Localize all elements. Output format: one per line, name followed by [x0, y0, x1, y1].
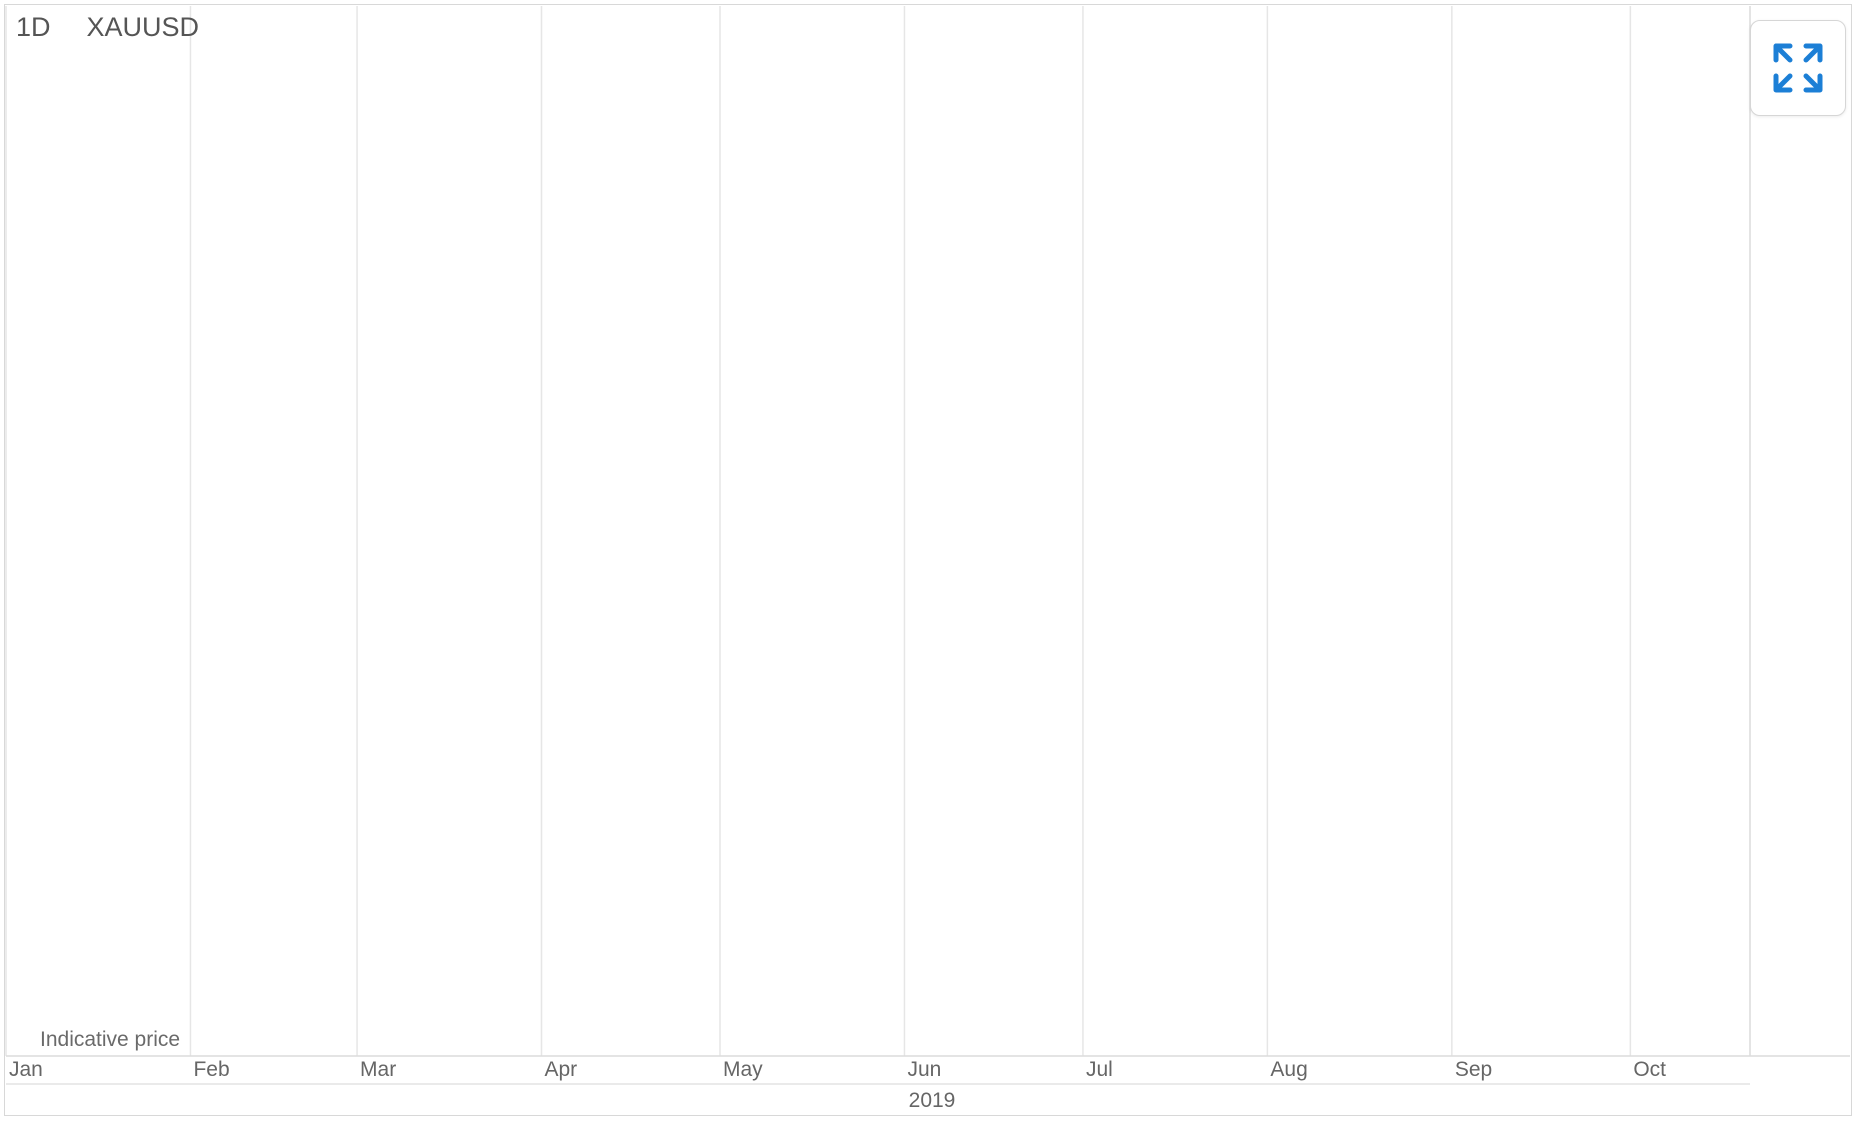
symbol-label: XAUUSD [86, 12, 200, 42]
x-tick-label: Mar [360, 1058, 396, 1081]
x-tick-label: Apr [545, 1058, 578, 1081]
x-axis-year-label: 2019 [909, 1089, 956, 1112]
expand-button[interactable] [1750, 20, 1846, 116]
chart-header: 1D XAUUSD [16, 12, 199, 43]
x-tick-label: May [723, 1058, 763, 1081]
x-tick-label: Oct [1633, 1058, 1666, 1081]
timeframe-label: 1D [16, 12, 51, 42]
indicative-price-note: Indicative price [40, 1028, 181, 1051]
chart-frame [4, 4, 1852, 1116]
grid-lines [5, 6, 1850, 1085]
x-tick-label: Feb [193, 1058, 229, 1081]
expand-arrows-icon [1773, 43, 1823, 93]
x-tick-label: Jul [1086, 1058, 1113, 1081]
x-tick-label: Jun [907, 1058, 941, 1081]
x-tick-label: Aug [1270, 1058, 1307, 1081]
x-tick-label: Sep [1455, 1058, 1492, 1081]
x-axis-ticks: Jan Feb Mar Apr May Jun Jul Aug Sep Oct [9, 1058, 1666, 1081]
x-tick-label: Jan [9, 1058, 43, 1081]
